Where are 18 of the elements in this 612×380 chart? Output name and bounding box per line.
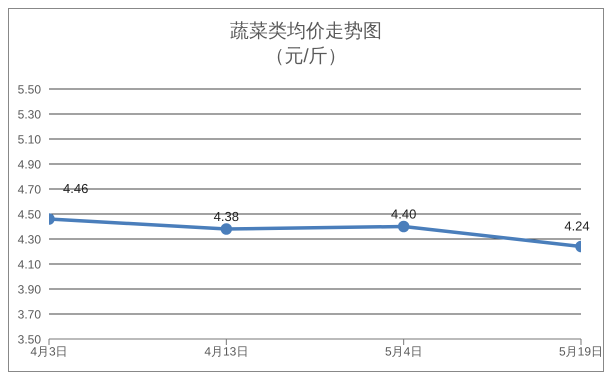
y-tick-label: 4.10 bbox=[18, 257, 42, 272]
x-tick-label: 4月3日 bbox=[30, 344, 68, 359]
y-tick-label: 5.50 bbox=[18, 82, 42, 96]
y-tick-label: 5.30 bbox=[18, 107, 42, 122]
y-tick-label: 5.10 bbox=[18, 132, 42, 146]
y-tick-label: 3.50 bbox=[18, 332, 42, 346]
text: 4.24 bbox=[564, 218, 590, 234]
x-tick-label: 5月4日 bbox=[384, 344, 422, 359]
y-tick-label: 4.90 bbox=[18, 157, 42, 172]
chart-title: 蔬菜类均价走势图 bbox=[229, 20, 383, 44]
y-tick-label: 4.50 bbox=[18, 207, 42, 222]
chart-subtitle: （元/斤） bbox=[264, 45, 348, 69]
x-tick-label: 5月19日 bbox=[558, 344, 604, 359]
y-tick-label: 3.90 bbox=[18, 282, 42, 296]
y-tick-label: 4.70 bbox=[18, 182, 42, 196]
x-tick-label: 4月13日 bbox=[204, 344, 248, 359]
y-tick-label: 3.70 bbox=[18, 307, 42, 322]
y-tick-label: 4.30 bbox=[18, 232, 42, 246]
